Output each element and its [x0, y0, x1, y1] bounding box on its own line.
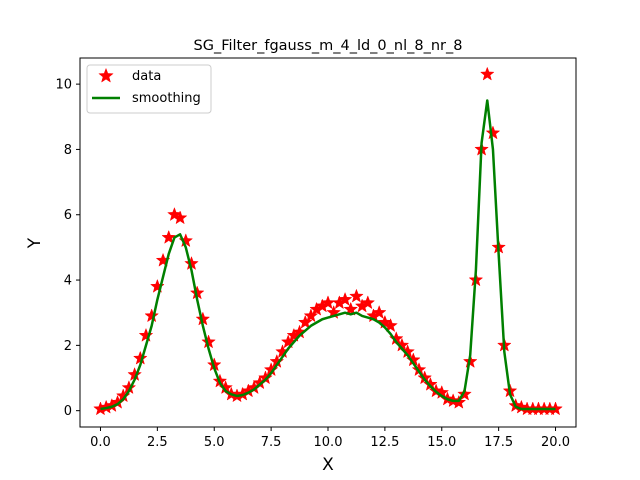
smoothing-line	[100, 99, 556, 411]
data-point	[383, 318, 398, 333]
x-tick-label: 10.0	[314, 435, 343, 450]
y-tick-label: 2	[64, 339, 72, 354]
x-axis-label: X	[322, 455, 334, 475]
data-point	[479, 66, 495, 81]
x-tick-label: 2.5	[147, 435, 168, 450]
x-tick-label: 7.5	[261, 435, 282, 450]
data-point	[303, 308, 319, 323]
legend: data smoothing	[86, 64, 212, 114]
x-tick-label: 12.5	[370, 435, 399, 450]
y-axis-label: Y	[25, 237, 45, 249]
x-axis: 0.0 2.5 5.0 7.5 10.0 12.5 15.0 17.5 20.0	[90, 427, 570, 450]
data-point	[360, 295, 376, 310]
legend-box	[86, 64, 212, 114]
data-point	[337, 291, 353, 306]
x-tick-label: 0.0	[90, 435, 111, 450]
data-point	[457, 386, 472, 401]
data-point	[161, 229, 177, 244]
y-tick-label: 8	[64, 143, 72, 158]
data-point	[343, 301, 359, 316]
legend-star-icon	[98, 67, 114, 83]
data-point	[371, 304, 387, 319]
legend-data-label: data	[132, 69, 161, 84]
x-tick-label: 17.5	[484, 435, 513, 450]
y-tick-label: 6	[64, 208, 72, 223]
data-point	[297, 314, 313, 329]
legend-data-marker	[98, 67, 114, 83]
y-tick-label: 0	[64, 404, 72, 419]
x-tick-label: 5.0	[204, 435, 225, 450]
y-tick-label: 10	[55, 78, 72, 93]
data-point	[138, 327, 154, 342]
data-point	[349, 288, 364, 303]
plot-area	[79, 57, 577, 428]
data-point	[485, 125, 501, 140]
data-point	[144, 308, 160, 323]
data-point	[548, 401, 563, 416]
data-point	[280, 334, 296, 349]
data-point	[172, 210, 188, 225]
y-tick-label: 4	[64, 274, 72, 289]
chart-title: SG_Filter_fgauss_m_4_ld_0_nl_8_nr_8	[194, 38, 463, 54]
y-axis: 0 2 4 6 8 10	[55, 78, 80, 419]
x-tick-label: 20.0	[541, 435, 570, 450]
x-tick-label: 15.0	[427, 435, 456, 450]
legend-smoothing-label: smoothing	[132, 91, 201, 106]
